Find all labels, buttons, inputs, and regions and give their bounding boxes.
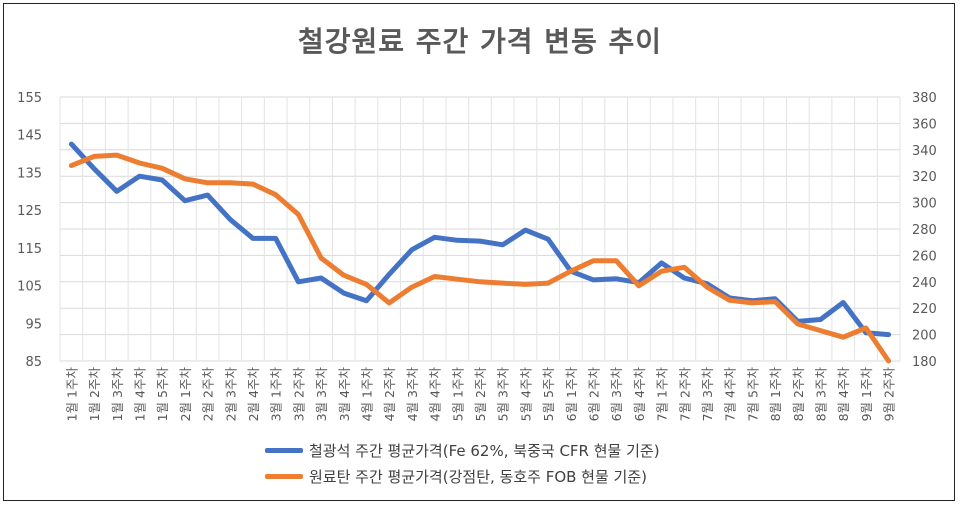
legend-item-coking-coal: 원료탄 주간 평균가격(강점탄, 동호주 FOB 현물 기준): [265, 463, 660, 489]
x-tick-label: 2월 3주차: [223, 367, 238, 422]
legend-swatch-coking-coal: [265, 473, 303, 479]
left-y-axis-ticks: 85 95 105 115 125 135 145 155: [17, 91, 42, 370]
x-tick-label: 2월 4주차: [246, 367, 261, 422]
right-y-tick-label: 340: [912, 144, 937, 159]
right-y-tick-label: 220: [912, 302, 937, 317]
x-tick-label: 8월 3주차: [814, 367, 829, 422]
left-y-tick-label: 125: [17, 204, 42, 219]
left-y-tick-label: 145: [17, 129, 42, 144]
right-y-axis-ticks: 180 200 220 240 260 280 300 320 340 360 380: [912, 91, 937, 370]
x-tick-label: 3월 3주차: [314, 367, 329, 422]
x-tick-label: 7월 5주차: [745, 367, 760, 422]
left-y-tick-label: 135: [17, 166, 42, 181]
x-tick-label: 4월 2주차: [382, 367, 397, 422]
legend-label-iron-ore: 철광석 주간 평균가격(Fe 62%, 북중국 CFR 현물 기준): [309, 441, 660, 460]
x-tick-label: 3월 1주차: [269, 367, 284, 422]
x-tick-label: 6월 3주차: [609, 367, 624, 422]
series-line-coking-coal: [68, 152, 892, 364]
x-tick-label: 4월 1주차: [359, 367, 374, 422]
x-tick-label: 1월 2주차: [87, 367, 102, 422]
x-tick-label: 6월 1주차: [564, 367, 579, 422]
legend-swatch-iron-ore: [265, 447, 303, 453]
x-tick-label: 1월 4주차: [132, 367, 147, 422]
left-y-tick-label: 155: [17, 91, 42, 106]
x-tick-label: 7월 1주차: [655, 367, 670, 422]
right-y-tick-label: 320: [912, 170, 937, 185]
legend-item-iron-ore: 철광석 주간 평균가격(Fe 62%, 북중국 CFR 현물 기준): [265, 437, 660, 463]
left-y-tick-label: 115: [17, 242, 42, 257]
right-y-tick-label: 260: [912, 249, 937, 264]
left-y-tick-label: 105: [17, 280, 42, 295]
left-y-tick-label: 85: [25, 355, 42, 370]
x-tick-label: 5월 5주차: [541, 367, 556, 422]
x-tick-label: 1월 1주차: [64, 367, 79, 422]
x-tick-label: 2월 2주차: [201, 367, 216, 422]
x-tick-label: 7월 2주차: [677, 367, 692, 422]
chart-title: 철강원료 주간 가격 변동 추이: [297, 25, 663, 58]
x-tick-label: 1월 5주차: [155, 367, 170, 422]
chart-frame: [3, 3, 955, 501]
left-y-tick-label: 95: [25, 317, 42, 332]
x-axis-tick-labels: 1월 1주차 1월 2주차 1월 3주차 1월 4주차 1월 5주차 2월 1주차 2월 2…: [64, 367, 896, 422]
legend: 철광석 주간 평균가격(Fe 62%, 북중국 CFR 현물 기준) 원료탄 주…: [265, 437, 660, 489]
x-tick-label: 3월 2주차: [291, 367, 306, 422]
x-tick-label: 4월 3주차: [405, 367, 420, 422]
x-tick-label: 2월 1주차: [178, 367, 193, 422]
right-y-tick-label: 280: [912, 223, 937, 238]
grid-lines: [59, 96, 901, 362]
x-tick-label: 8월 1주차: [768, 367, 783, 422]
right-y-tick-label: 380: [912, 91, 937, 106]
x-tick-label: 4월 4주차: [428, 367, 443, 422]
right-y-tick-label: 200: [912, 329, 937, 344]
x-tick-label: 1월 3주차: [110, 367, 125, 422]
right-y-tick-label: 300: [912, 197, 937, 212]
series-lines: [68, 141, 892, 364]
right-y-tick-label: 180: [912, 355, 937, 370]
x-tick-label: 6월 2주차: [587, 367, 602, 422]
x-tick-label: 3월 4주차: [337, 367, 352, 422]
right-y-tick-label: 360: [912, 117, 937, 132]
x-tick-label: 7월 3주차: [700, 367, 715, 422]
x-tick-label: 5월 4주차: [518, 367, 533, 422]
right-y-tick-label: 240: [912, 276, 937, 291]
x-tick-label: 5월 3주차: [496, 367, 511, 422]
legend-label-coking-coal: 원료탄 주간 평균가격(강점탄, 동호주 FOB 현물 기준): [309, 467, 648, 486]
x-tick-label: 6월 4주차: [632, 367, 647, 422]
series-line-iron-ore: [68, 141, 892, 338]
x-tick-label: 9월 1주차: [859, 367, 874, 422]
x-tick-label: 8월 4주차: [836, 367, 851, 422]
x-tick-label: 9월 2주차: [882, 367, 897, 422]
x-tick-label: 5월 1주차: [450, 367, 465, 422]
x-tick-label: 8월 2주차: [791, 367, 806, 422]
x-tick-label: 5월 2주차: [473, 367, 488, 422]
x-tick-label: 7월 4주차: [723, 367, 738, 422]
